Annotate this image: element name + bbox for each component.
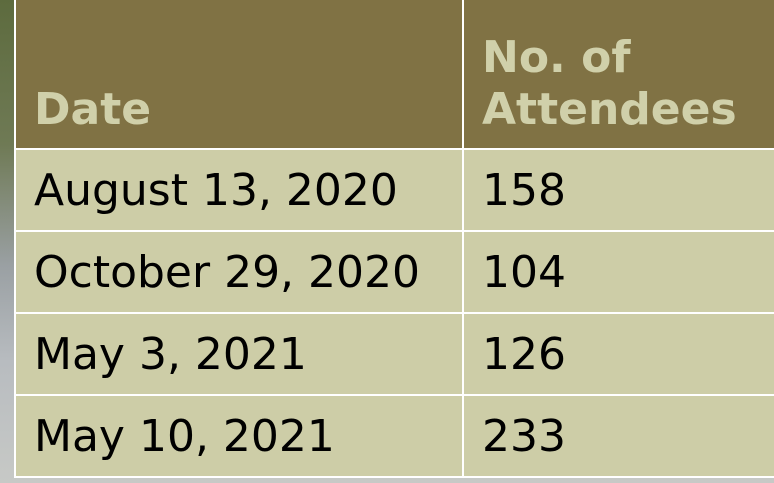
table-row: May 10, 2021 233: [15, 395, 774, 477]
date-cell: May 3, 2021: [15, 313, 463, 395]
header-cell: Date: [15, 0, 463, 149]
count-cell: 158: [463, 149, 774, 231]
attendance-table: Date No. of Attendees August 13, 2020 15…: [14, 0, 774, 478]
table-row: October 29, 2020 104: [15, 231, 774, 313]
header-row: Date No. of Attendees: [15, 0, 774, 149]
date-cell: May 10, 2021: [15, 395, 463, 477]
table-row: August 13, 2020 158: [15, 149, 774, 231]
header-cell: No. of Attendees: [463, 0, 774, 149]
date-cell: October 29, 2020: [15, 231, 463, 313]
count-cell: 126: [463, 313, 774, 395]
count-cell: 233: [463, 395, 774, 477]
table-row: May 3, 2021 126: [15, 313, 774, 395]
count-cell: 104: [463, 231, 774, 313]
page: Date No. of Attendees August 13, 2020 15…: [0, 0, 774, 483]
date-cell: August 13, 2020: [15, 149, 463, 231]
